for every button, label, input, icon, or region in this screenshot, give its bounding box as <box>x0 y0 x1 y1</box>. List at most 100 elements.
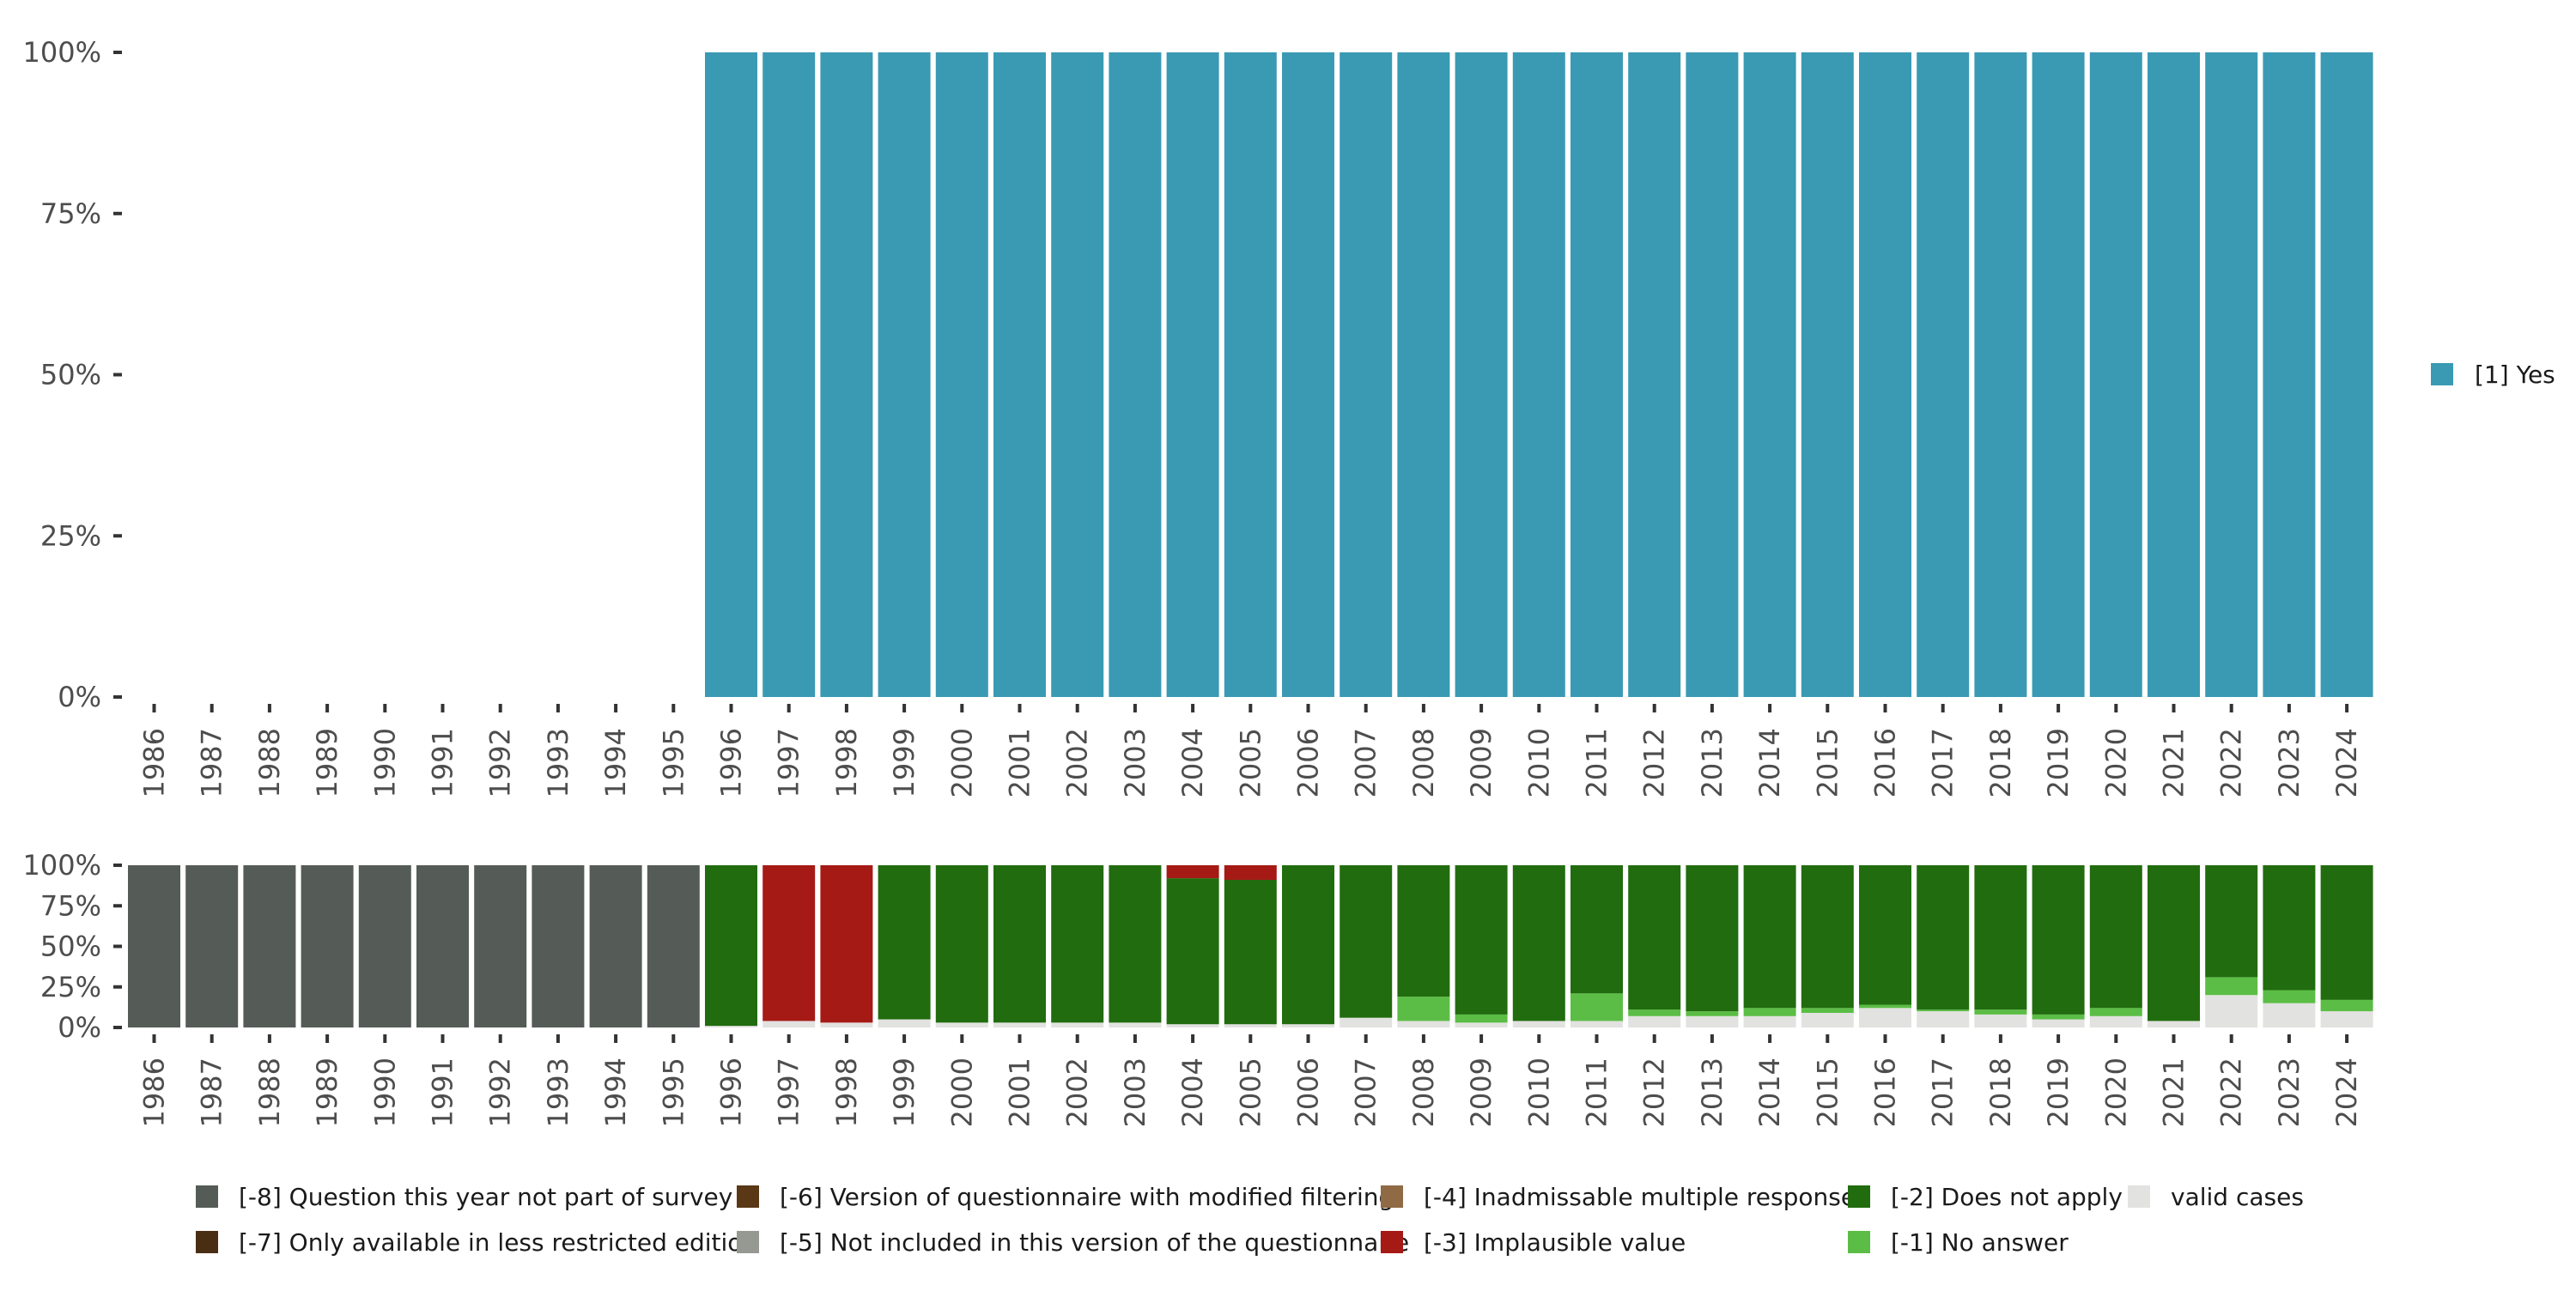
top-x-tick-label: 1986 <box>138 728 171 797</box>
bottom-bar-2021-valid-cases <box>2148 1021 2200 1027</box>
bottom-bar-2021-2-does-not-apply <box>2148 865 2200 1021</box>
legend-swatch-5-not-included-in-this-version-of-the-questionnaire <box>737 1231 759 1253</box>
top-x-tick-label: 1991 <box>427 728 459 797</box>
bottom-bar-2020-valid-cases <box>2089 1015 2142 1027</box>
top-x-tick-label: 2003 <box>1119 728 1151 797</box>
bottom-bar-2023-1-no-answer <box>2263 990 2316 1003</box>
bottom-x-tick-label: 2016 <box>1869 1058 1902 1127</box>
bottom-bar-2022-1-no-answer <box>2205 977 2258 996</box>
bottom-bar-2002-2-does-not-apply <box>1051 865 1104 1023</box>
legend-label-3-implausible-value: [-3] Implausible value <box>1424 1228 1686 1257</box>
bottom-x-tick-label: 2004 <box>1176 1058 1209 1127</box>
bottom-bar-2020-1-no-answer <box>2089 1008 2142 1016</box>
bottom-x-tick-label: 1988 <box>253 1058 286 1127</box>
legend-label-5-not-included-in-this-version-of-the-questionnaire: [-5] Not included in this version of the… <box>780 1228 1409 1257</box>
bottom-bar-1999-valid-cases <box>878 1019 931 1027</box>
top-bar-2021-1-yes <box>2148 52 2200 697</box>
bottom-x-tick-label: 2024 <box>2330 1058 2363 1127</box>
bottom-x-tick-label: 2015 <box>1811 1058 1844 1127</box>
bottom-panel: 0% 25% 50% 75% 100% 1986 1987 1988 1989 1990 1991 1… <box>23 849 2373 1127</box>
top-bar-2012-1-yes <box>1628 52 1681 697</box>
bottom-x-tick-label: 2012 <box>1638 1058 1671 1127</box>
bottom-bar-2001-valid-cases <box>993 1022 1046 1027</box>
bottom-bar-2000-2-does-not-apply <box>935 865 988 1023</box>
bottom-x-tick-label: 2009 <box>1465 1058 1498 1127</box>
bottom-bar-1993-8-question-this-year-not-part-of-survey <box>532 865 585 1027</box>
top-y-tick-label: 0% <box>58 681 101 713</box>
bottom-bar-1998-3-implausible-value <box>820 865 873 1023</box>
bottom-bar-2004-valid-cases <box>1166 1024 1219 1027</box>
bottom-x-tick-label: 1999 <box>888 1058 920 1127</box>
bottom-x-tick-label: 2000 <box>945 1058 978 1127</box>
top-bar-2023-1-yes <box>2263 52 2316 697</box>
top-y-tick-label: 50% <box>40 359 101 391</box>
bottom-x-tick-label: 2018 <box>1984 1058 2017 1127</box>
bottom-bar-1998-valid-cases <box>820 1022 873 1027</box>
top-bar-2001-1-yes <box>993 52 1046 697</box>
bottom-bar-2003-2-does-not-apply <box>1109 865 1162 1023</box>
bottom-bar-2017-2-does-not-apply <box>1917 865 1970 1010</box>
bottom-bar-1997-valid-cases <box>762 1021 816 1027</box>
legend-swatch-2-does-not-apply <box>1848 1185 1870 1208</box>
bottom-bar-2001-2-does-not-apply <box>993 865 1046 1023</box>
top-x-tick-label: 1992 <box>484 728 517 797</box>
legend-swatch-7-only-available-in-less-restricted-edition <box>196 1231 218 1253</box>
bottom-bar-2018-2-does-not-apply <box>1974 865 2027 1010</box>
legend-swatch-3-implausible-value <box>1381 1231 1403 1253</box>
bottom-bar-2014-2-does-not-apply <box>1743 865 1796 1009</box>
bottom-bar-2007-valid-cases <box>1340 1017 1393 1027</box>
bottom-bar-2014-1-no-answer <box>1743 1008 1796 1016</box>
top-bar-2015-1-yes <box>1801 52 1854 697</box>
bottom-bar-1986-8-question-this-year-not-part-of-survey <box>128 865 180 1027</box>
bottom-bar-2005-2-does-not-apply <box>1224 880 1277 1025</box>
top-x-tick-label: 2018 <box>1984 728 2017 797</box>
bottom-bar-2016-1-no-answer <box>1859 1004 1911 1009</box>
bottom-bar-2005-valid-cases <box>1224 1024 1277 1027</box>
top-x-tick-label: 2006 <box>1292 728 1325 797</box>
top-bar-2007-1-yes <box>1340 52 1393 697</box>
top-x-tick-label: 2022 <box>2215 728 2248 797</box>
bottom-x-tick-label: 1993 <box>542 1058 574 1127</box>
legend-label-8-question-this-year-not-part-of-survey: [-8] Question this year not part of surv… <box>239 1183 732 1211</box>
bottom-x-tick-label: 2007 <box>1350 1058 1382 1127</box>
legend-swatch-1-no-answer <box>1848 1231 1870 1253</box>
bottom-x-tick-label: 2002 <box>1061 1058 1094 1127</box>
bottom-x-tick-label: 2001 <box>1004 1058 1036 1127</box>
top-x-tick-label: 2015 <box>1811 728 1844 797</box>
bottom-bar-2006-valid-cases <box>1282 1024 1334 1027</box>
bottom-bar-2002-valid-cases <box>1051 1022 1104 1027</box>
bottom-x-tick-label: 1995 <box>657 1058 690 1127</box>
legend-label-1-no-answer: [-1] No answer <box>1891 1228 2069 1257</box>
top-bar-2022-1-yes <box>2205 52 2258 697</box>
bottom-bar-2008-valid-cases <box>1397 1021 1450 1027</box>
bottom-x-tick-label: 1989 <box>311 1058 343 1127</box>
top-legend-label: [1] Yes <box>2475 361 2555 389</box>
bottom-bar-2008-2-does-not-apply <box>1397 865 1450 997</box>
bottom-bar-2011-valid-cases <box>1571 1021 1623 1027</box>
legend-label-7-only-available-in-less-restricted-edition: [-7] Only available in less restricted e… <box>239 1228 757 1257</box>
legend-swatch-4-inadmissable-multiple-response <box>1381 1185 1403 1208</box>
legend-label-valid-cases: valid cases <box>2171 1183 2304 1211</box>
bottom-bar-2024-2-does-not-apply <box>2320 865 2373 1000</box>
bottom-bar-2014-valid-cases <box>1743 1015 1796 1027</box>
top-bar-2006-1-yes <box>1282 52 1334 697</box>
top-bar-2017-1-yes <box>1917 52 1970 697</box>
bottom-bar-1988-8-question-this-year-not-part-of-survey <box>243 865 296 1027</box>
bottom-bar-2010-2-does-not-apply <box>1512 865 1565 1021</box>
bottom-bar-2009-2-does-not-apply <box>1455 865 1508 1015</box>
bottom-bar-2017-valid-cases <box>1917 1011 1970 1027</box>
bottom-bar-2019-valid-cases <box>2032 1019 2085 1027</box>
top-x-tick-label: 1989 <box>311 728 343 797</box>
bottom-bar-2023-2-does-not-apply <box>2263 865 2316 991</box>
top-bar-1996-1-yes <box>705 52 757 697</box>
bottom-bar-2009-valid-cases <box>1455 1022 1508 1027</box>
top-x-tick-label: 1997 <box>773 728 805 797</box>
bottom-x-tick-label: 2022 <box>2215 1058 2248 1127</box>
top-bar-2002-1-yes <box>1051 52 1104 697</box>
bottom-bar-2012-1-no-answer <box>1628 1009 1681 1016</box>
bottom-x-tick-label: 2013 <box>1696 1058 1728 1127</box>
top-x-tick-label: 2001 <box>1004 728 1036 797</box>
bottom-x-tick-label: 2019 <box>2042 1058 2075 1127</box>
bottom-bar-2024-valid-cases <box>2320 1011 2373 1027</box>
